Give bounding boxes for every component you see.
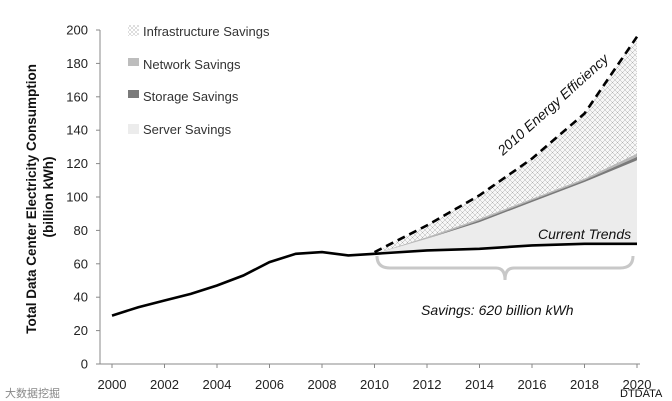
legend-label-server: Server Savings [143, 122, 232, 137]
y-tick-label: 60 [74, 256, 88, 271]
savings-annotation: Savings: 620 billion kWh [421, 302, 574, 318]
legend-swatch-server [128, 124, 139, 134]
legend-swatch-storage [128, 90, 139, 98]
y-ticks: 0 20 40 60 80 100 120 140 160 180 200 [66, 23, 100, 372]
x-tick-label: 2006 [255, 377, 284, 392]
y-tick-label: 160 [66, 89, 88, 104]
legend-swatch-network [128, 58, 139, 66]
x-tick-label: 2012 [413, 377, 442, 392]
y-tick-label: 40 [74, 290, 88, 305]
y-axis-label-line-1: Total Data Center Electricity Consumptio… [24, 64, 39, 334]
watermark-right: DTDATA [620, 388, 663, 400]
x-tick-label: 2020 [623, 377, 652, 392]
x-tick-label: 2002 [150, 377, 179, 392]
y-axis-label-line-2: (billion kWh) [41, 157, 56, 238]
legend-label-network: Network Savings [143, 57, 241, 72]
server-savings-area [374, 160, 637, 254]
y-tick-label: 200 [66, 23, 88, 38]
x-tick-label: 2014 [465, 377, 494, 392]
historical-line [111, 250, 375, 317]
y-tick-label: 140 [66, 123, 88, 138]
y-axis-label: Total Data Center Electricity Consumptio… [24, 60, 56, 334]
x-ticks: 2000 2002 2004 2006 2008 2010 2012 2014 2016 2018… [98, 364, 652, 392]
current-trends-annotation: Current Trends [538, 226, 631, 242]
x-tick-label: 2010 [360, 377, 389, 392]
x-tick-label: 2004 [203, 377, 232, 392]
y-tick-label: 80 [74, 223, 88, 238]
savings-brace [375, 255, 635, 281]
watermark-left: 大数据挖掘 [5, 386, 60, 400]
y-tick-label: 180 [66, 56, 88, 71]
legend-swatch-infrastructure [128, 25, 139, 36]
y-tick-label: 120 [66, 156, 88, 171]
y-tick-label: 20 [74, 323, 88, 338]
current-trends-line [374, 242, 637, 256]
x-tick-label: 2008 [308, 377, 337, 392]
x-tick-label: 2016 [518, 377, 547, 392]
y-tick-label: 100 [66, 190, 88, 205]
legend: Infrastructure Savings Network Savings S… [128, 24, 270, 137]
legend-label-infrastructure: Infrastructure Savings [143, 24, 270, 39]
x-tick-label: 2000 [98, 377, 127, 392]
legend-label-storage: Storage Savings [143, 89, 239, 104]
infrastructure-savings-area [374, 36, 637, 254]
y-tick-label: 0 [81, 357, 88, 372]
x-tick-label: 2018 [570, 377, 599, 392]
